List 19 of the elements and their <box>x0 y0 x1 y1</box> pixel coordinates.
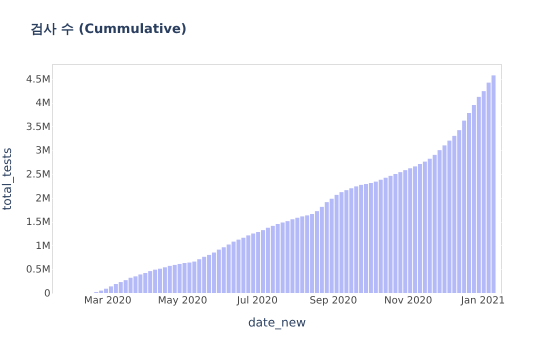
y-tick-label: 0 <box>44 288 50 300</box>
x-axis-title: date_new <box>248 316 306 330</box>
y-tick-label: 2M <box>36 193 50 204</box>
y-tick-label: 4.5M <box>26 74 50 86</box>
x-tick-label: Jul 2020 <box>236 296 278 306</box>
y-axis-title: total_tests <box>0 148 14 210</box>
y-tick-label: 1.5M <box>26 217 50 228</box>
chart-title: 검사 수 (Cummulative) <box>30 22 187 37</box>
y-tick-label: 1M <box>36 240 50 252</box>
x-tick-label: May 2020 <box>158 296 208 306</box>
y-tick-label: 2.5M <box>26 169 50 180</box>
y-tick-label: 3.5M <box>26 122 50 133</box>
x-tick-label: Mar 2020 <box>84 296 132 306</box>
x-tick-label: Sep 2020 <box>310 296 358 306</box>
y-tick-label: 0.5M <box>26 264 50 276</box>
x-tick-label: Jan 2021 <box>460 296 506 306</box>
y-tick-label: 3M <box>36 146 50 157</box>
y-tick-label: 4M <box>36 98 50 110</box>
x-tick-label: Nov 2020 <box>384 296 432 306</box>
